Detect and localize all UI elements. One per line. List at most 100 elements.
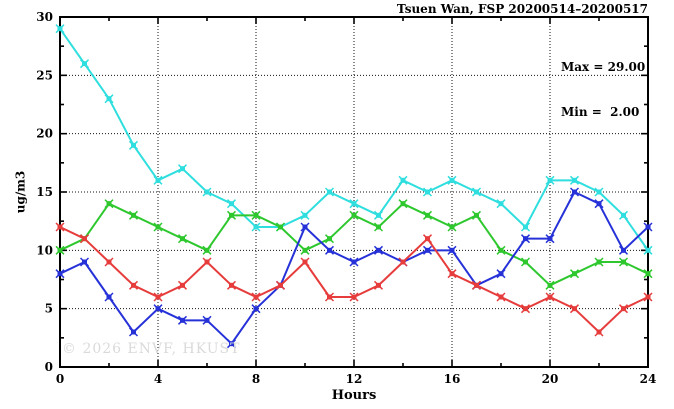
data-point-marker: [569, 269, 580, 279]
y-axis-label: ug/m3: [13, 170, 28, 214]
watermark: © 2026 ENVF, HKUST: [62, 341, 241, 357]
data-point-marker: [104, 199, 114, 209]
x-tick-label: 16: [444, 372, 461, 386]
data-point-marker: [300, 210, 310, 220]
axis-ticks: [59, 16, 649, 368]
data-point-marker: [300, 257, 310, 267]
data-point-marker: [569, 175, 580, 185]
data-point-marker: [177, 280, 188, 290]
data-point-marker: [496, 292, 506, 302]
data-point-marker: [422, 187, 433, 197]
y-axis-label-wrap: ug/m3: [0, 0, 40, 384]
y-tick-label: 5: [45, 302, 53, 316]
y-tick-label: 0: [45, 360, 53, 374]
data-point-marker: [55, 222, 65, 232]
data-point-marker: [496, 245, 506, 255]
data-point-marker: [300, 245, 310, 255]
data-point-marker: [618, 257, 629, 267]
data-point-marker: [104, 292, 114, 302]
data-point-marker: [398, 257, 408, 267]
data-point-marker: [643, 269, 653, 279]
data-point-marker: [55, 24, 65, 34]
data-point-marker: [251, 222, 261, 232]
data-point-marker: [643, 292, 653, 302]
data-point-marker: [643, 245, 653, 255]
data-point-marker: [300, 222, 310, 232]
data-point-marker: [226, 280, 237, 290]
data-point-marker: [373, 245, 384, 255]
data-point-marker: [594, 327, 604, 337]
x-tick-label: 12: [346, 372, 363, 386]
data-point-marker: [104, 94, 114, 104]
data-point-marker: [128, 327, 139, 337]
data-point-marker: [177, 315, 188, 325]
data-point-marker: [104, 257, 114, 267]
data-point-marker: [226, 339, 237, 349]
data-point-marker: [349, 199, 359, 209]
data-point-marker: [398, 199, 408, 209]
data-point-marker: [202, 257, 212, 267]
data-point-marker: [324, 292, 335, 302]
y-tick-label: 25: [36, 68, 53, 82]
data-point-marker: [55, 269, 65, 279]
data-point-marker: [373, 280, 384, 290]
max-min-annotation: Max = 29.00 Min = 2.00: [561, 30, 645, 150]
max-value-label: Max = 29.00: [561, 60, 646, 74]
y-tick-label: 15: [36, 185, 53, 199]
data-point-marker: [153, 292, 163, 302]
data-point-marker: [153, 222, 163, 232]
data-point-marker: [128, 140, 139, 150]
data-point-marker: [594, 187, 604, 197]
data-point-marker: [594, 199, 604, 209]
x-axis-label: Hours: [331, 388, 377, 403]
data-point-marker: [594, 257, 604, 267]
data-point-marker: [520, 222, 531, 232]
data-point-marker: [153, 304, 163, 314]
data-point-marker: [520, 304, 531, 314]
data-point-marker: [545, 280, 555, 290]
data-point-marker: [520, 257, 531, 267]
data-point-marker: [79, 234, 90, 244]
data-point-marker: [545, 292, 555, 302]
data-point-marker: [422, 245, 433, 255]
data-point-marker: [226, 210, 237, 220]
data-point-marker: [643, 222, 653, 232]
y-tick-label: 10: [36, 243, 53, 257]
data-point-marker: [324, 245, 335, 255]
data-point-marker: [79, 257, 90, 267]
series-blue-line: [55, 187, 653, 349]
x-tick-label: 0: [56, 372, 64, 386]
data-point-marker: [618, 245, 629, 255]
tick-labels: 0 4 8 12 16 20 24 0 5 10 15 20 25 30: [36, 10, 656, 386]
data-point-marker: [618, 304, 629, 314]
data-point-marker: [520, 234, 531, 244]
data-point-marker: [447, 175, 457, 185]
data-point-marker: [251, 292, 261, 302]
data-point-marker: [471, 280, 482, 290]
data-point-marker: [202, 315, 212, 325]
series-cyan-line: [55, 24, 653, 255]
data-point-marker: [422, 210, 433, 220]
x-tick-label: 24: [640, 372, 657, 386]
data-point-marker: [202, 245, 212, 255]
data-point-marker: [496, 269, 506, 279]
data-point-marker: [447, 245, 457, 255]
data-point-marker: [177, 234, 188, 244]
data-point-marker: [422, 234, 433, 244]
data-point-marker: [618, 210, 629, 220]
data-point-marker: [545, 175, 555, 185]
data-point-marker: [447, 269, 457, 279]
data-point-marker: [349, 210, 359, 220]
data-point-marker: [471, 210, 482, 220]
data-point-marker: [398, 175, 408, 185]
data-point-marker: [349, 292, 359, 302]
y-tick-label: 30: [36, 10, 53, 24]
min-value-label: Min = 2.00: [561, 105, 640, 119]
data-point-marker: [128, 280, 139, 290]
series-red-line: [55, 222, 653, 337]
data-point-marker: [545, 234, 555, 244]
data-point-marker: [79, 59, 90, 69]
data-point-marker: [226, 199, 237, 209]
